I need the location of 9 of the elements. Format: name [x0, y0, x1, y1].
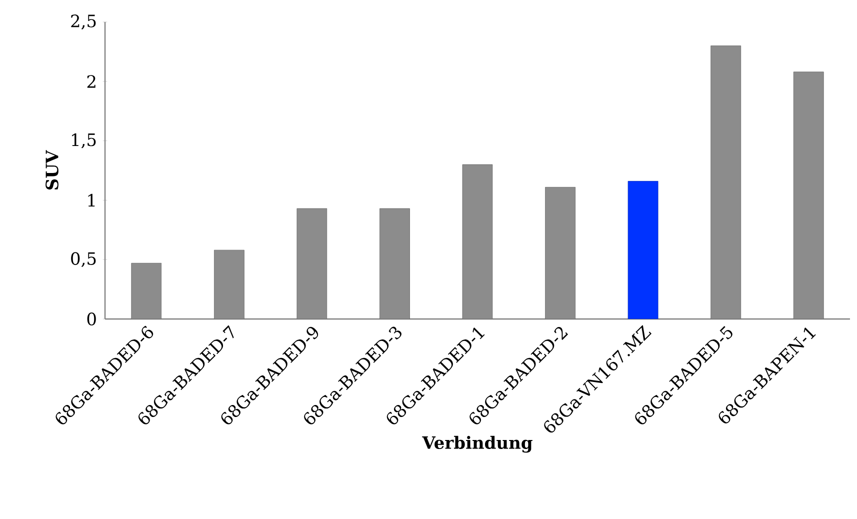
y-axis-title: SUV	[46, 150, 58, 190]
x-axis-title: Verbindung	[422, 436, 532, 453]
y-tick-label: 2,5	[71, 14, 96, 30]
bar	[628, 180, 658, 319]
y-tick-label: 0	[87, 312, 96, 326]
y-tick-label: 2	[87, 75, 96, 88]
y-tick-label: 1	[88, 194, 95, 206]
y-tick-label: 0,5	[71, 252, 96, 268]
y-tick-label: 1,5	[72, 133, 96, 148]
